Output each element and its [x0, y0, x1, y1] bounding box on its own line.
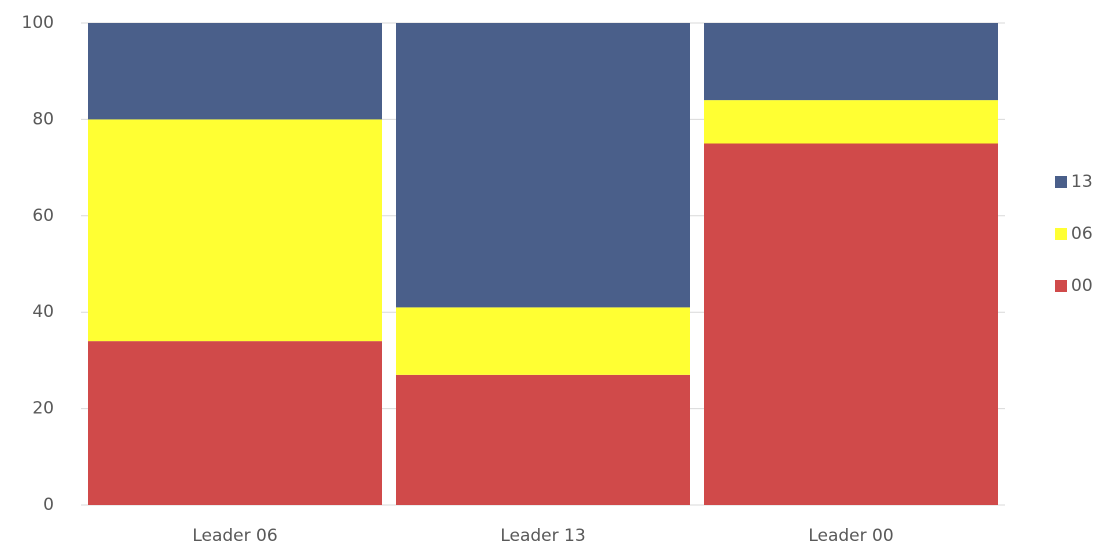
y-tick-label: 20 [32, 399, 54, 419]
legend-label: 00 [1071, 276, 1093, 296]
legend-label: 06 [1071, 224, 1093, 244]
bar-segment [88, 23, 382, 120]
bar-segment [704, 23, 998, 101]
bar-segment [704, 143, 998, 505]
bar-segment [396, 307, 690, 375]
y-tick-label: 100 [22, 13, 54, 33]
x-tick-label: Leader 13 [500, 526, 585, 546]
y-tick-label: 0 [43, 495, 54, 515]
x-tick-label: Leader 06 [192, 526, 277, 546]
legend-swatch [1055, 228, 1067, 240]
legend-swatch [1055, 176, 1067, 188]
x-tick-label: Leader 00 [808, 526, 893, 546]
y-tick-label: 80 [32, 109, 54, 129]
bar-segment [396, 374, 690, 505]
y-tick-label: 40 [32, 302, 54, 322]
bar-segment [88, 119, 382, 342]
y-tick-label: 60 [32, 206, 54, 226]
bar-segment [88, 341, 382, 505]
legend-swatch [1055, 280, 1067, 292]
bar-segment [704, 100, 998, 144]
bar-segment [396, 23, 690, 308]
legend-label: 13 [1071, 172, 1093, 192]
